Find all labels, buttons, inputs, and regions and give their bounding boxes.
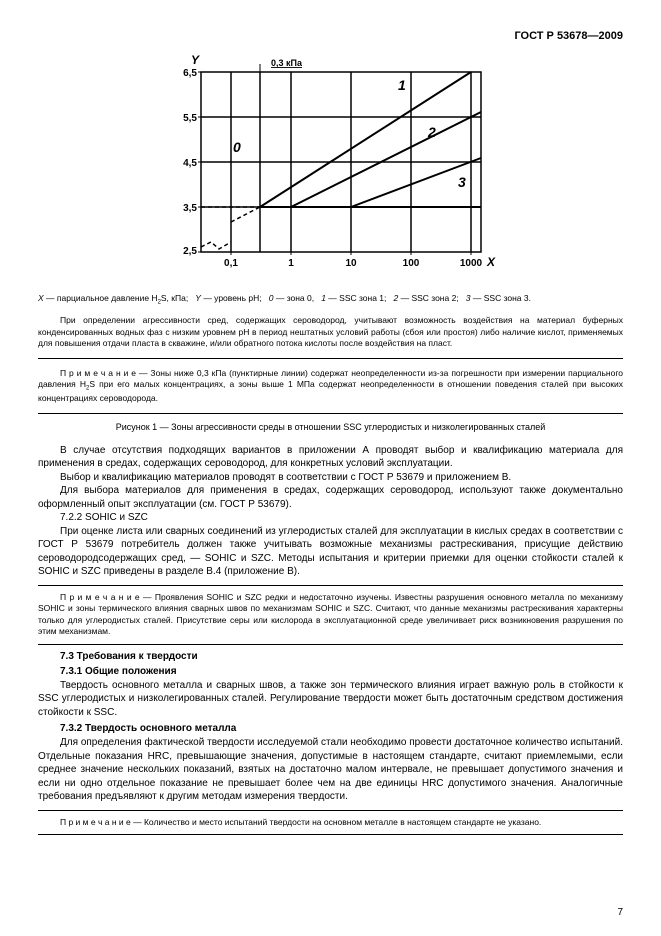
separator-4 — [38, 644, 623, 645]
page-number: 7 — [617, 907, 623, 918]
body-732: Для определения фактической твердости ис… — [38, 736, 623, 804]
xtick-3: 100 — [402, 258, 419, 269]
zone-label-2: 2 — [427, 124, 436, 140]
caption-para1: При определении агрессивности сред, соде… — [38, 315, 623, 349]
figure-1-title: Рисунок 1 — Зоны агрессивности среды в о… — [38, 422, 623, 432]
chart-svg: 0,3 кПа — [161, 52, 501, 282]
axis-y-letter: Y — [191, 53, 200, 67]
separator-3 — [38, 585, 623, 586]
chart-container: 0,3 кПа — [38, 52, 623, 287]
document-header: ГОСТ Р 53678—2009 — [38, 30, 623, 42]
ytick-3: 3,5 — [183, 203, 197, 214]
para-4: Для выбора материалов для применения в с… — [38, 484, 623, 511]
sec-73-title: 7.3 Требования к твердости — [60, 651, 623, 662]
xtick-1: 1 — [288, 258, 294, 269]
ytick-0: 6,5 — [183, 68, 197, 79]
separator-1 — [38, 358, 623, 359]
chart-label-03kpa: 0,3 кПа — [271, 58, 303, 68]
separator-2 — [38, 413, 623, 414]
axis-x-letter: X — [486, 255, 496, 269]
body-731: Твердость основного металла и сварных шв… — [38, 679, 623, 720]
zone-label-1: 1 — [398, 77, 406, 93]
separator-5 — [38, 810, 623, 811]
xtick-0: 0,1 — [224, 258, 238, 269]
ytick-1: 5,5 — [183, 113, 197, 124]
separator-6 — [38, 834, 623, 835]
para-2: В случае отсутствия подходящих вариантов… — [38, 444, 623, 471]
zone-label-0: 0 — [233, 139, 241, 155]
xtick-4: 1000 — [459, 258, 482, 269]
zone-label-3: 3 — [458, 174, 466, 190]
para-6: Твердость основного металла и сварных шв… — [38, 679, 623, 720]
main-body: В случае отсутствия подходящих вариантов… — [38, 444, 623, 579]
page-container: ГОСТ Р 53678—2009 — [0, 0, 661, 936]
para-7: Для определения фактической твердости ис… — [38, 736, 623, 804]
axis-legend: X — парциальное давление H2S, кПа; Y — у… — [38, 293, 623, 307]
para-5: При оценке листа или сварных соединений … — [38, 525, 623, 579]
note-3: П р и м е ч а н и е — Количество и место… — [38, 817, 623, 828]
sec-732-title: 7.3.2 Твердость основного металла — [60, 723, 623, 734]
ytick-2: 4,5 — [183, 158, 197, 169]
para-3: Выбор и квалификацию материалов проводят… — [38, 471, 623, 485]
note-2: П р и м е ч а н и е — Проявления SOHIC и… — [38, 592, 623, 638]
sec-722: 7.2.2 SOHIC и SZC — [38, 511, 623, 525]
note-1: П р и м е ч а н и е — Зоны ниже 0,3 кПа … — [38, 368, 623, 405]
sec-731-title: 7.3.1 Общие положения — [60, 666, 623, 677]
xtick-2: 10 — [345, 258, 357, 269]
ssc-zones-chart: 0,3 кПа — [161, 52, 501, 287]
ytick-4: 2,5 — [183, 246, 197, 257]
